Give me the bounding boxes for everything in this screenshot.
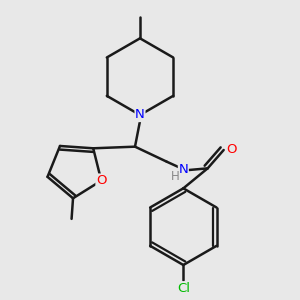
Text: O: O <box>226 143 236 157</box>
Text: H: H <box>171 170 179 183</box>
Text: O: O <box>96 174 106 187</box>
Text: N: N <box>178 164 188 176</box>
Text: Cl: Cl <box>177 282 190 295</box>
Text: N: N <box>135 109 145 122</box>
